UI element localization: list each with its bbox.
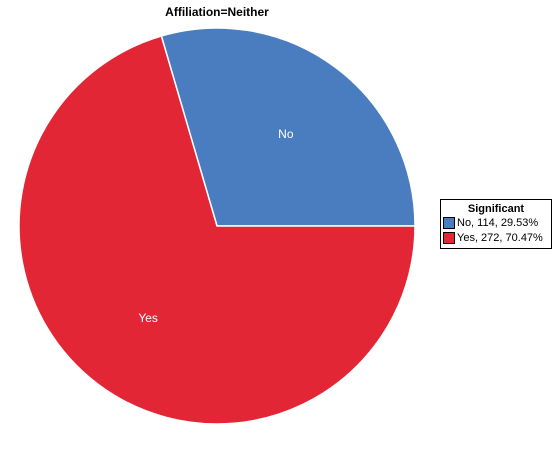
pie-slice-no [160, 27, 416, 227]
pie-slice-labels: No Yes [138, 127, 293, 325]
legend-label-no: No, 114, 29.53% [457, 216, 539, 229]
pie-slice-yes [18, 35, 416, 425]
legend-title: Significant [467, 203, 525, 215]
slice-label-yes: Yes [138, 311, 158, 325]
legend-swatch-no [443, 216, 455, 229]
chart-title: Affiliation=Neither [165, 5, 269, 19]
legend: Significant No, 114, 29.53% Yes, 272, 70… [440, 199, 552, 249]
legend-item-yes: Yes, 272, 70.47% [443, 230, 551, 245]
slice-label-no: No [278, 127, 294, 141]
legend-label-yes: Yes, 272, 70.47% [457, 231, 543, 244]
legend-item-no: No, 114, 29.53% [443, 215, 551, 230]
legend-swatch-yes [443, 231, 455, 244]
pie-slices [18, 27, 416, 425]
